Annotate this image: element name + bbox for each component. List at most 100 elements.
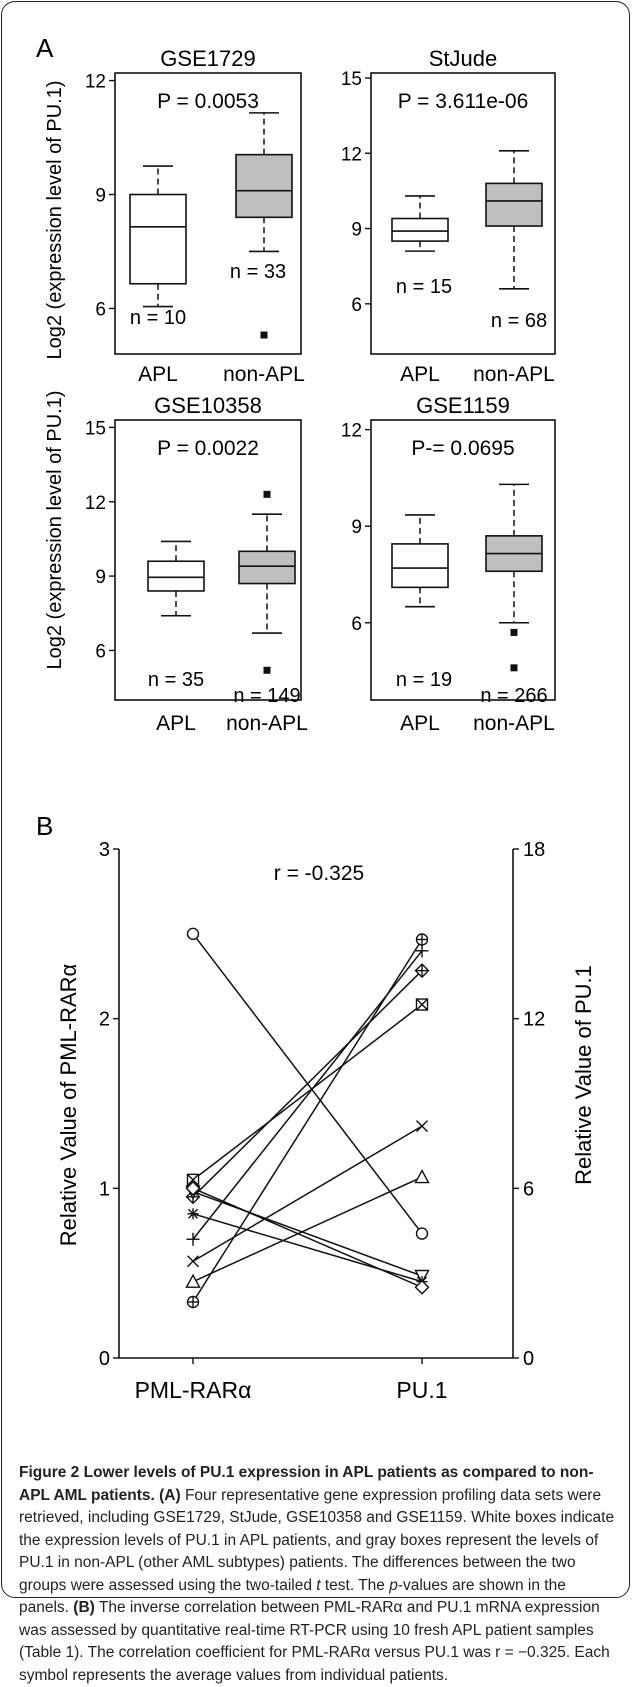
marker-x <box>416 1120 428 1133</box>
marker-stroke <box>416 1120 428 1133</box>
marker-shape <box>185 1180 201 1196</box>
box-non-apl: n = 266 <box>480 483 548 707</box>
box-apl: n = 19 <box>391 514 452 691</box>
figure-caption: Figure 2 Lower levels of PU.1 expression… <box>19 1462 617 1687</box>
y-tick-label: 9 <box>351 220 362 241</box>
marker-circle-plus <box>186 1295 200 1309</box>
patient-line <box>192 1003 423 1181</box>
boxplot-gse10358: GSE10358 P = 0.0022 6 9 12 15 APL non-APL n = 35… <box>85 393 308 735</box>
plot-frame <box>370 419 556 701</box>
y-tick-label: 9 <box>95 567 106 588</box>
patient-series-10 <box>192 1187 423 1288</box>
x-category-label: non-APL <box>226 712 308 735</box>
marker-shape <box>185 1273 201 1288</box>
y-tick-label: 6 <box>95 299 106 320</box>
outlier-point <box>260 331 268 339</box>
y-axis-label-top: Log2 (expression level of PU.1) <box>44 80 66 359</box>
n-label: n = 10 <box>130 307 186 329</box>
figure-frame <box>1 1 630 1598</box>
caption-t-italic: t <box>316 1576 321 1594</box>
x-category-label: APL <box>400 363 440 386</box>
right-y-tick-label: 18 <box>523 839 545 861</box>
marker-diamond-plus <box>414 963 430 979</box>
y-tick-label: 12 <box>85 72 106 93</box>
patient-series-7 <box>192 1176 423 1283</box>
marker-shape <box>414 1169 430 1184</box>
plot-title: StJude <box>429 46 498 71</box>
plot-title: GSE10358 <box>154 393 262 418</box>
boxplot-stjude: StJude P = 3.611e-06 6 9 12 15 APL non-APL n = 1… <box>341 46 556 386</box>
n-label: n = 15 <box>396 276 452 298</box>
marker-shape <box>415 1227 429 1240</box>
y-tick-label: 15 <box>85 418 106 439</box>
p-value-label: P-= 0.0695 <box>411 437 514 460</box>
y-tick-label: 12 <box>341 144 362 165</box>
box-non-apl: n = 149 <box>233 490 301 707</box>
x-category-label: APL <box>400 712 440 735</box>
patient-series-4 <box>192 970 423 1198</box>
marker-triangle <box>185 1273 201 1288</box>
patient-series-3 <box>192 950 423 1240</box>
x-category-label: non-APL <box>473 363 555 386</box>
marker-circle <box>415 1227 429 1240</box>
boxplot-gse1729: GSE1729 P = 0.0053 6 9 12 APL non-APL n = 10 n =… <box>85 46 305 386</box>
right-y-tick-label: 6 <box>523 1178 534 1200</box>
patient-series-5 <box>192 1003 423 1181</box>
caption-label-a: (A) <box>159 1486 181 1504</box>
y-tick-label: 6 <box>351 614 362 635</box>
box-apl: n = 15 <box>391 195 452 298</box>
outlier-point <box>510 628 518 636</box>
patient-line <box>192 1125 423 1262</box>
marker-triangle <box>414 1169 430 1184</box>
patient-line <box>192 1176 423 1283</box>
caption-label-b: (B) <box>73 1599 95 1616</box>
caption-title: Figure 2 Lower levels of PU.1 expression… <box>19 1464 594 1504</box>
left-y-axis-label: Relative Value of PML-RARα <box>56 963 81 1246</box>
plot-title: GSE1159 <box>416 393 510 418</box>
marker-diamond <box>414 1279 430 1295</box>
x-category-label: APL <box>138 363 178 386</box>
iqr-box <box>485 182 543 227</box>
plot-title: GSE1729 <box>160 46 255 71</box>
outlier-point <box>263 490 271 498</box>
patient-line <box>192 950 423 1240</box>
marker-stroke <box>187 1173 199 1186</box>
n-label: n = 68 <box>491 310 547 332</box>
y-tick-label: 12 <box>85 493 106 514</box>
p-value-label: P = 0.0022 <box>157 437 259 460</box>
right-y-tick-label: 0 <box>523 1348 534 1370</box>
marker-x <box>187 1255 199 1268</box>
marker-stroke <box>416 998 428 1011</box>
plot-frame <box>370 72 556 355</box>
outlier-point <box>510 664 518 672</box>
figure-plots: A B Log2 (expression level of PU.1) Log2… <box>36 33 596 1403</box>
p-value-label: P = 0.0053 <box>157 90 259 113</box>
left-y-tick-label: 2 <box>99 1009 110 1031</box>
patient-markers-10 <box>185 1180 430 1295</box>
y-axis-label-bottom: Log2 (expression level of PU.1) <box>44 390 66 669</box>
y-tick-label: 12 <box>341 421 362 442</box>
caption-text-b: The inverse correlation between PML-RARα… <box>19 1599 610 1684</box>
x-category-label: PU.1 <box>396 1377 447 1403</box>
marker-square-x <box>415 998 429 1011</box>
marker-circle <box>186 927 200 941</box>
patient-line <box>192 970 423 1198</box>
patient-line <box>192 1187 423 1288</box>
patient-line <box>192 1191 423 1277</box>
marker-stroke <box>188 1208 198 1219</box>
n-label: n = 266 <box>480 685 547 707</box>
marker-shape <box>414 1279 430 1295</box>
patient-markers-2 <box>186 933 429 1309</box>
iqr-box <box>235 153 293 219</box>
iqr-box <box>391 543 449 589</box>
y-tick-label: 9 <box>351 517 362 538</box>
panel-label-a: A <box>36 33 54 63</box>
left-y-tick-label: 3 <box>99 839 110 861</box>
patient-markers-6 <box>187 1120 428 1268</box>
marker-circle-plus <box>415 933 429 946</box>
iqr-box <box>391 217 449 242</box>
y-tick-label: 6 <box>95 641 106 662</box>
y-tick-label: 6 <box>351 295 362 316</box>
boxplot-gse1159: GSE1159 P-= 0.0695 6 9 12 APL non-APL n = 19 n =… <box>341 393 556 735</box>
